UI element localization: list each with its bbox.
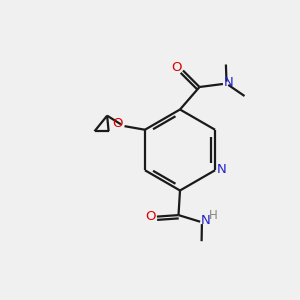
Text: O: O (171, 61, 181, 74)
Text: N: N (217, 163, 226, 176)
Text: H: H (209, 208, 218, 222)
Text: N: N (224, 76, 233, 89)
Text: O: O (113, 117, 123, 130)
Text: N: N (201, 214, 210, 227)
Text: O: O (145, 209, 156, 223)
